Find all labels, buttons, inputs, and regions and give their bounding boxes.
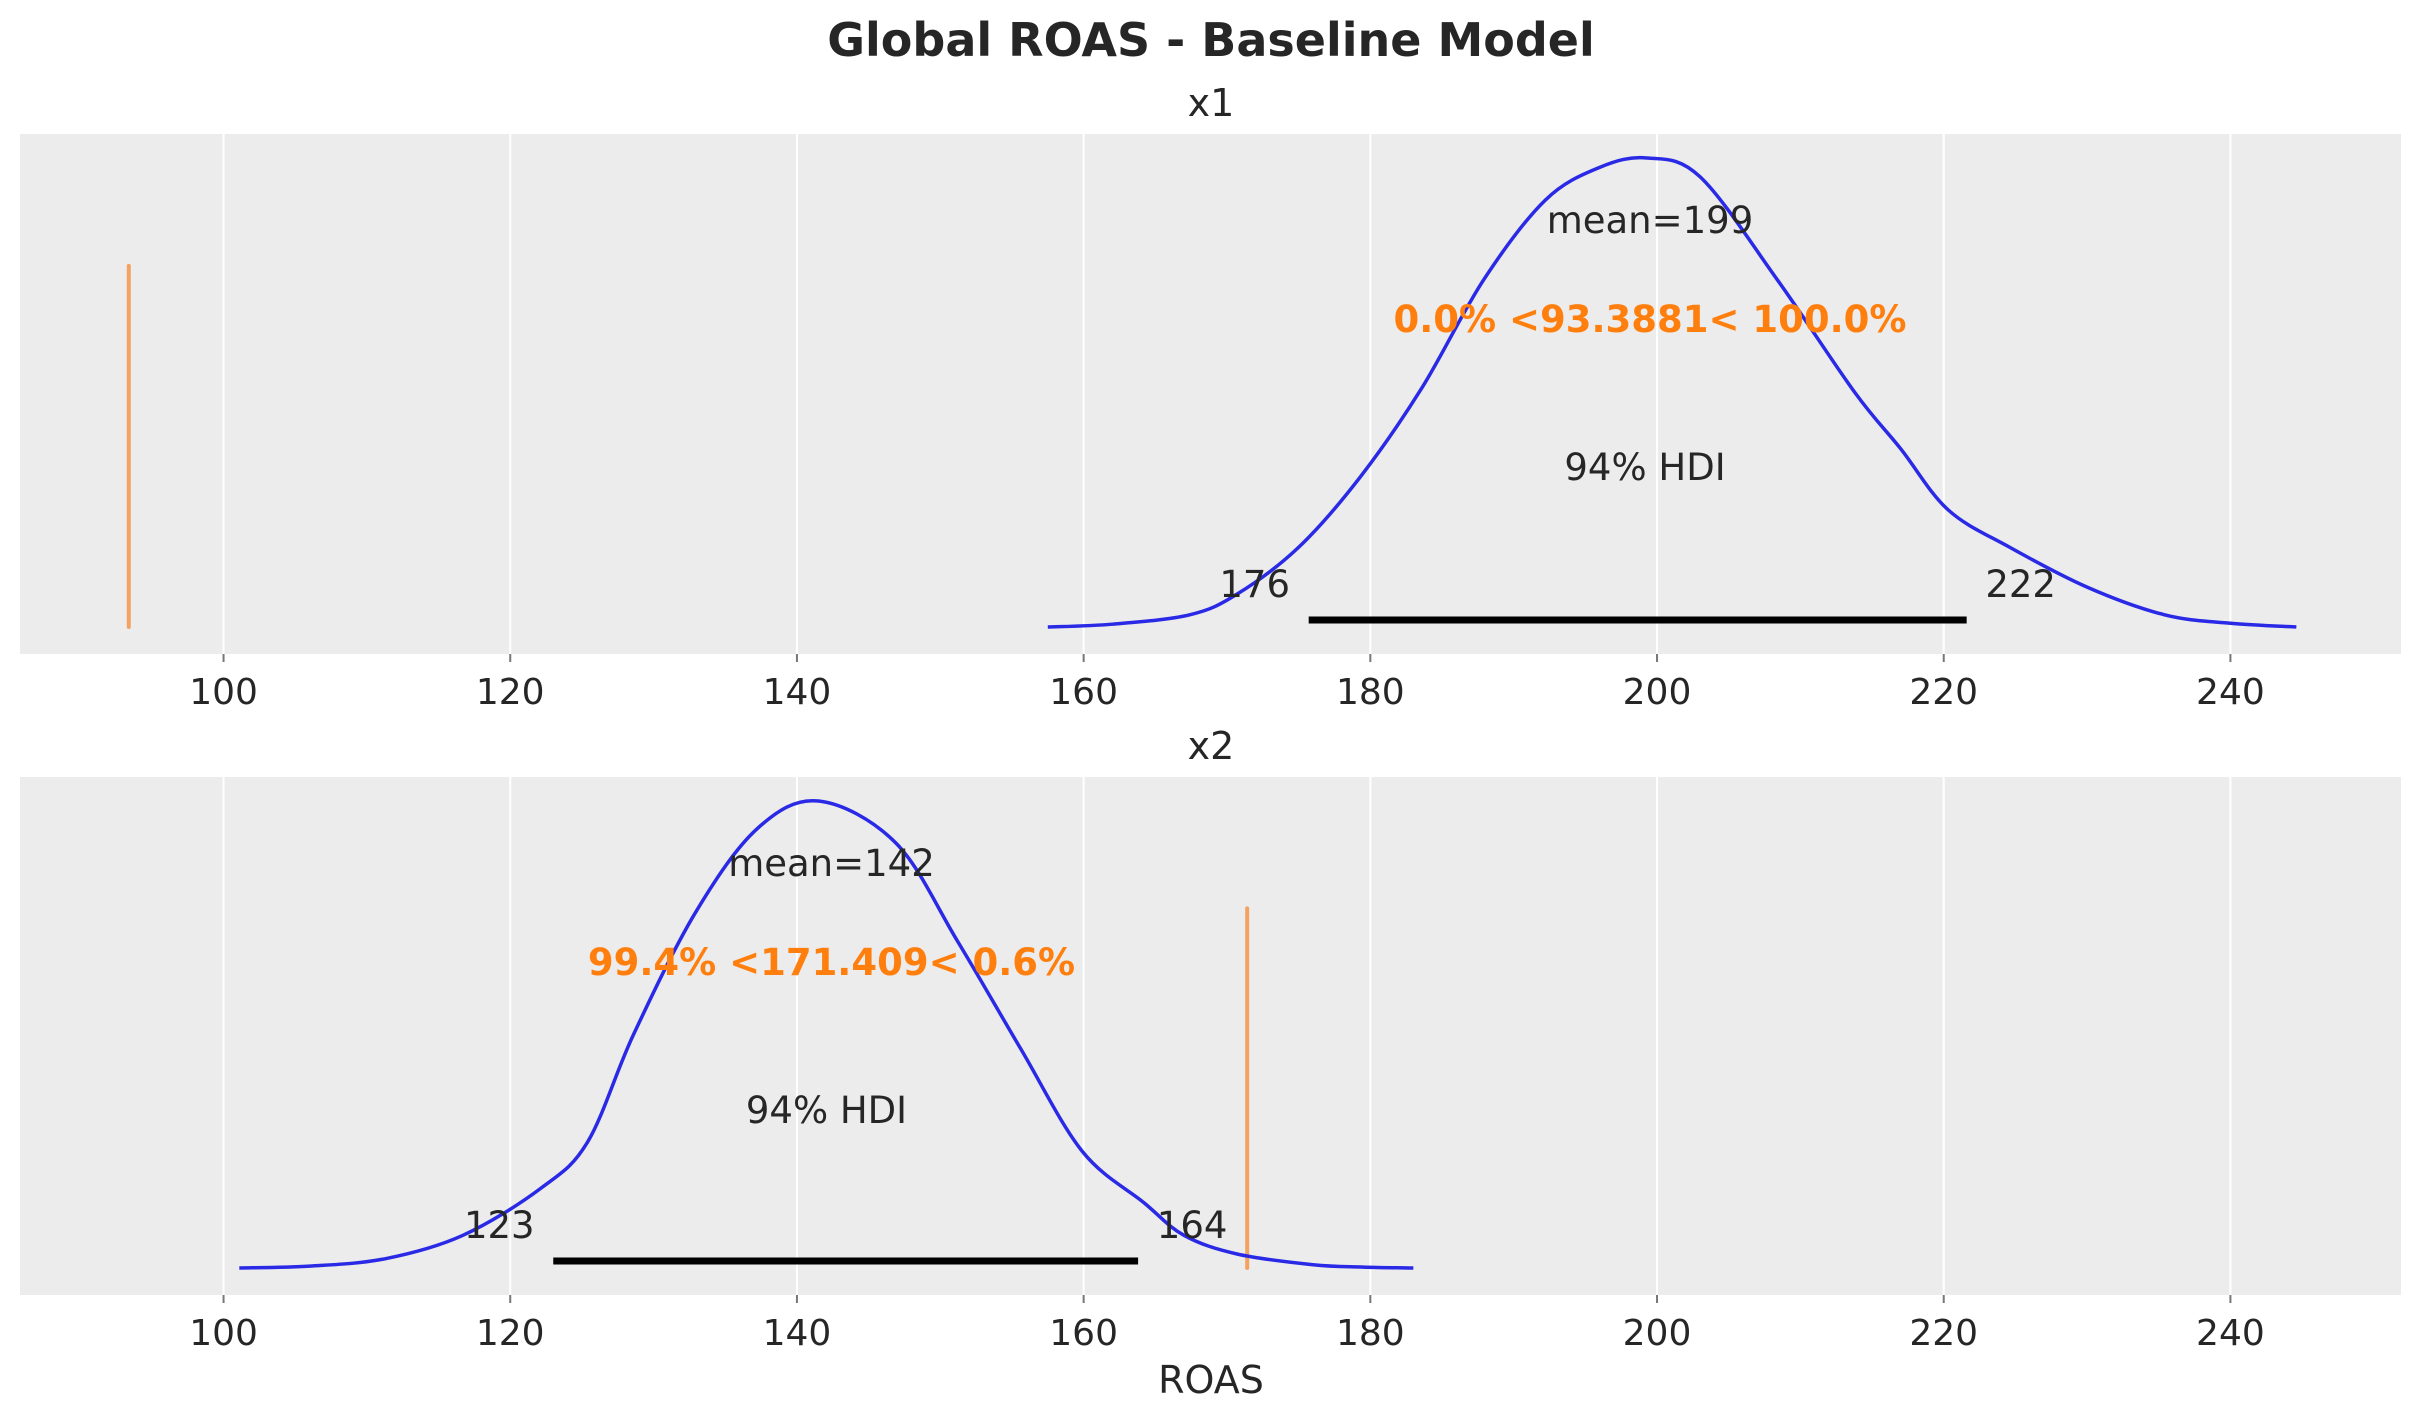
x-tick-label: 200 [1623,672,1692,713]
hdi-low-label: 176 [1219,563,1290,606]
x-tick-label: 220 [1909,672,1978,713]
x-tick-label: 240 [2196,672,2265,713]
kde-line [1047,155,2297,629]
chart-title: Global ROAS - Baseline Model [827,13,1594,67]
kde-line [239,798,1414,1270]
mean-label: mean=142 [728,842,935,885]
hdi-label: 94% HDI [1564,446,1725,489]
x-tick-label: 100 [189,1313,258,1354]
panel-x1: x1 100 120 140 160 180 200 220 240 176 222 mean=199… [20,81,2401,713]
reference-label: 99.4% <171.409< 0.6% [588,941,1075,984]
x-axis-label: ROAS [1158,1358,1264,1402]
x-tick-label: 120 [476,672,545,713]
x-tick-label: 140 [763,1313,832,1354]
reference-label: 0.0% <93.3881< 100.0% [1393,298,1906,341]
x-tick-label: 160 [1049,672,1118,713]
panel-title: x1 [1188,81,1235,125]
x-tick-label: 200 [1623,1313,1692,1354]
panel-background [20,777,2401,1295]
hdi-label: 94% HDI [746,1089,907,1132]
x-tick-label: 220 [1909,1313,1978,1354]
x-tick-label: 180 [1336,1313,1405,1354]
x-tick-label: 240 [2196,1313,2265,1354]
mean-label: mean=199 [1547,199,1754,242]
x-tick-label: 140 [763,672,832,713]
x-tick-label: 100 [189,672,258,713]
hdi-high-label: 164 [1157,1204,1228,1247]
panel-background [20,134,2401,654]
hdi-low-label: 123 [464,1204,535,1247]
x-tick-label: 180 [1336,672,1405,713]
x-tick-label: 120 [476,1313,545,1354]
x-tick-label: 160 [1049,1313,1118,1354]
panel-x2: x2 100 120 140 160 180 200 220 240 123 164 mean=142… [20,724,2401,1354]
hdi-high-label: 222 [1985,563,2056,606]
panel-title: x2 [1188,724,1235,768]
